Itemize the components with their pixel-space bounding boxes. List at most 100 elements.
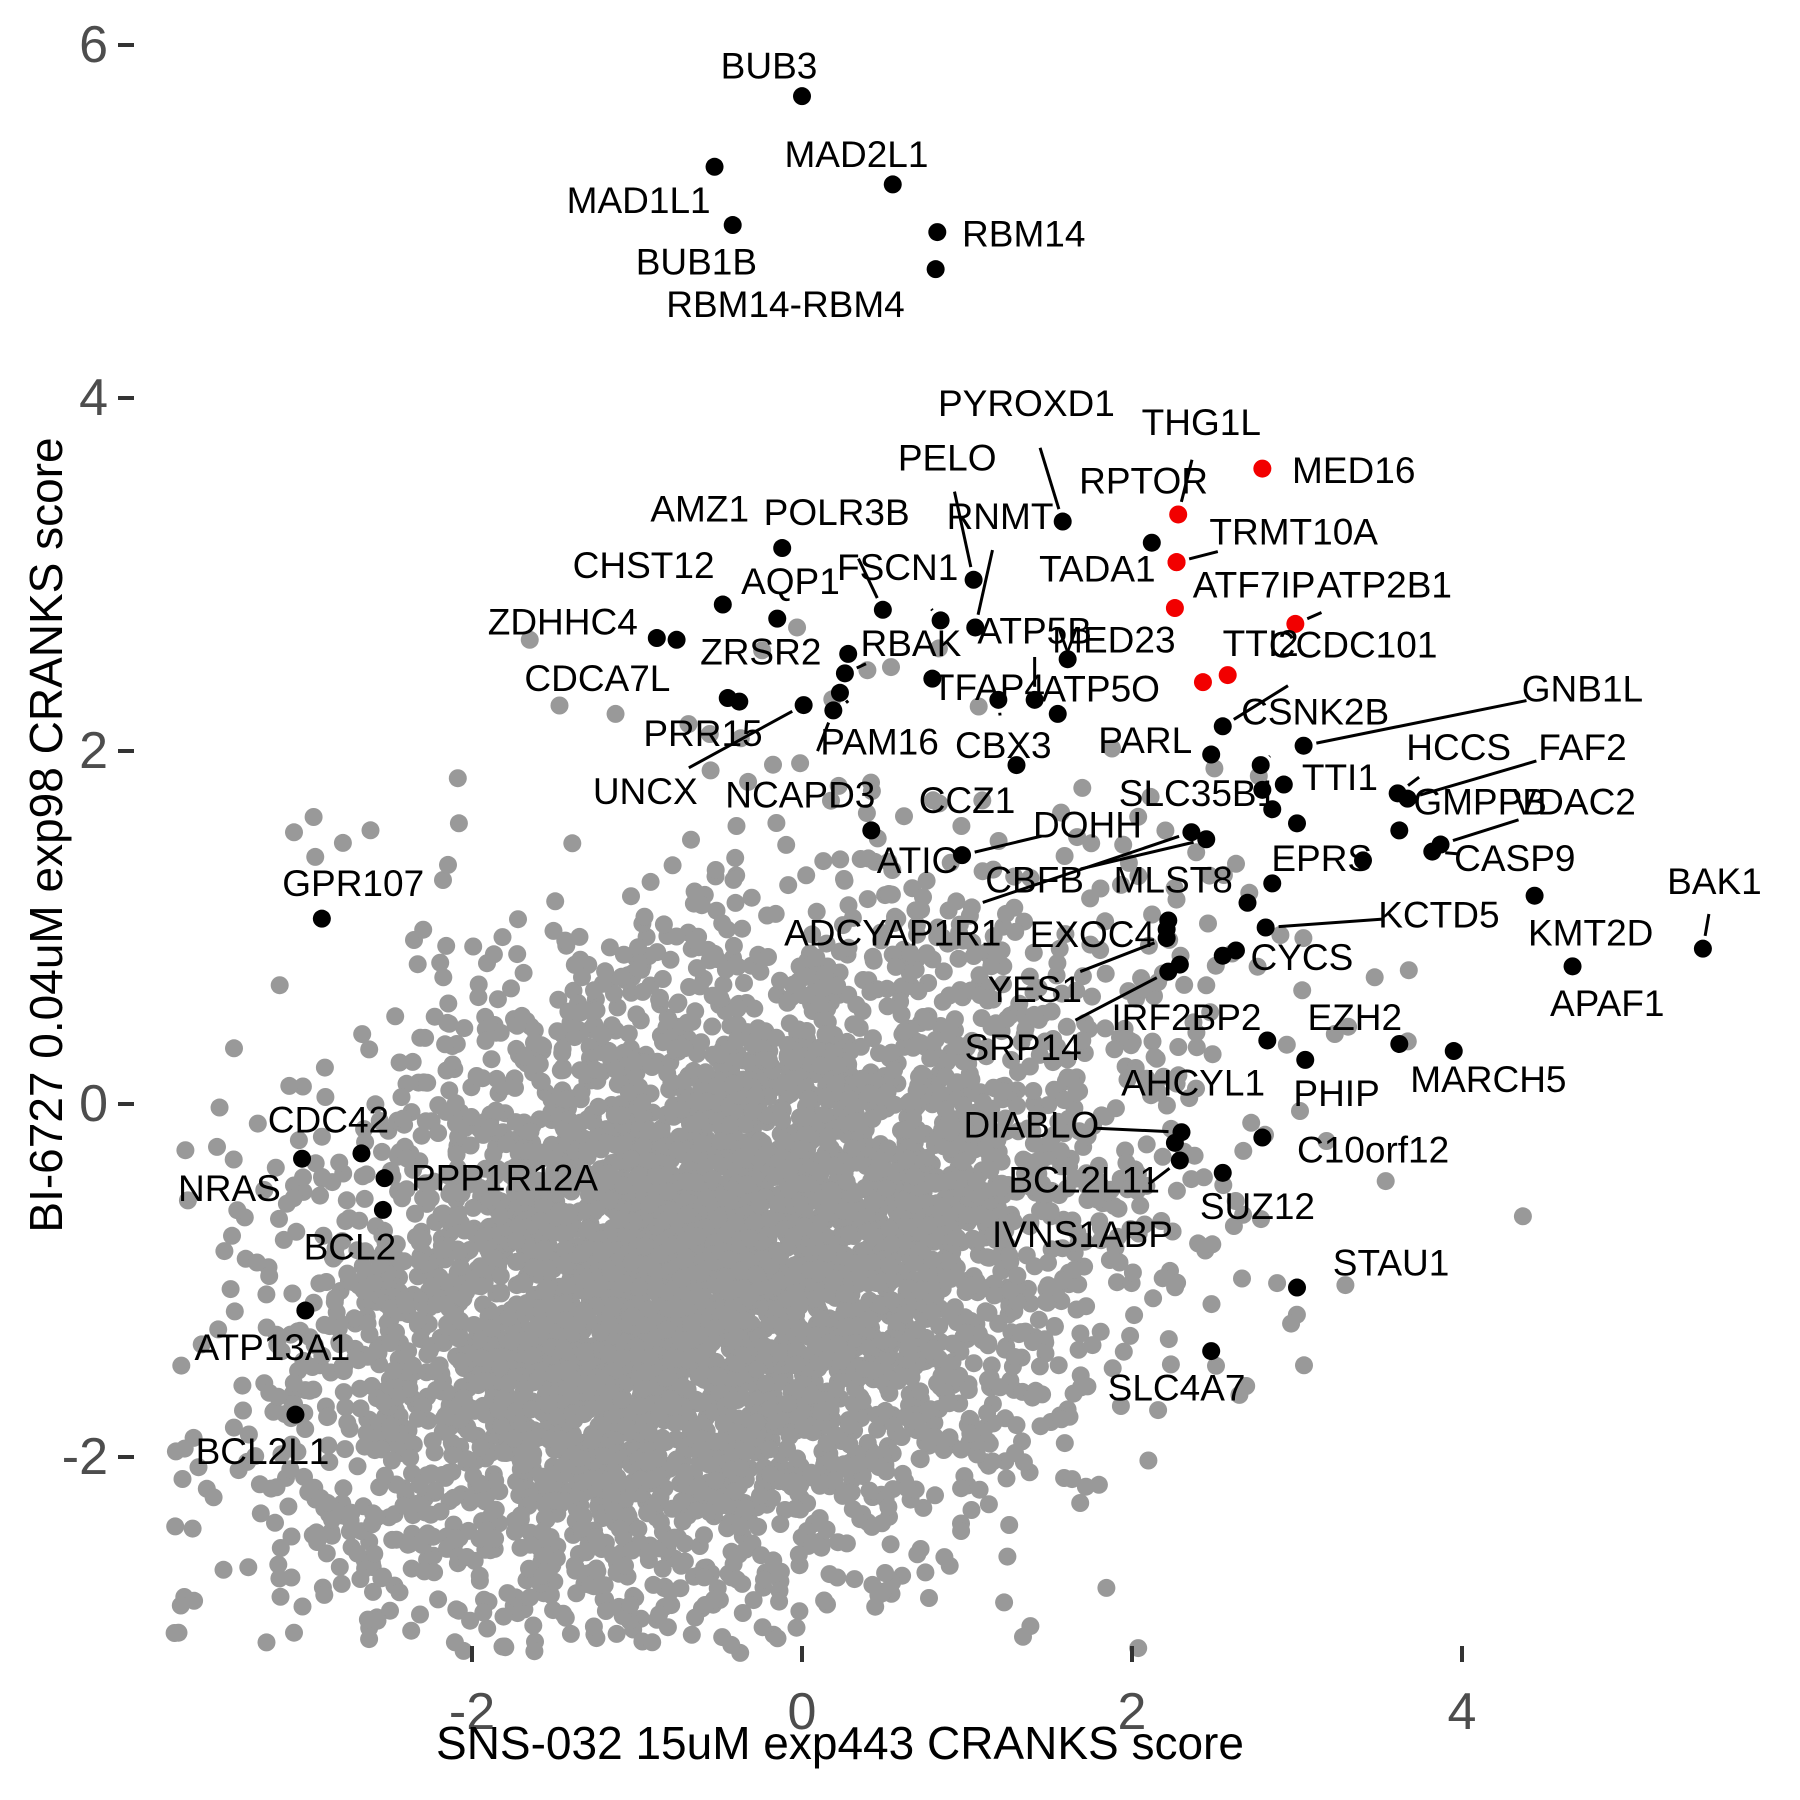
background-point: [1057, 1017, 1076, 1036]
background-point: [306, 1154, 325, 1173]
background-point: [469, 988, 488, 1007]
background-point: [481, 1118, 500, 1137]
background-point: [1006, 922, 1025, 941]
background-point: [787, 1355, 806, 1374]
background-point: [326, 1289, 345, 1308]
background-point: [753, 641, 772, 660]
background-point: [643, 1633, 662, 1652]
background-point: [248, 1114, 267, 1133]
background-point: [899, 1218, 918, 1237]
background-point: [926, 1486, 944, 1505]
background-point: [1197, 976, 1216, 995]
background-point: [997, 1469, 1016, 1488]
background-point: [368, 1611, 387, 1630]
background-point: [671, 1579, 690, 1598]
background-point: [260, 1267, 279, 1285]
background-point: [682, 830, 700, 849]
background-point: [910, 1449, 929, 1468]
background-point: [491, 1267, 510, 1285]
background-point: [602, 1483, 621, 1502]
background-point: [478, 1619, 497, 1638]
background-point: [351, 1399, 370, 1418]
background-point: [319, 1407, 338, 1426]
background-point: [536, 1475, 555, 1494]
background-point: [786, 1499, 805, 1518]
background-point: [1203, 1235, 1222, 1254]
background-point: [1207, 1356, 1225, 1375]
background-point: [1007, 1416, 1026, 1435]
background-point: [654, 1033, 672, 1052]
background-point: [169, 1623, 188, 1642]
background-point: [583, 1373, 602, 1392]
background-point: [947, 1369, 965, 1388]
background-point: [825, 1471, 844, 1490]
background-point: [284, 1374, 303, 1392]
background-point: [845, 1455, 864, 1474]
background-point: [917, 871, 936, 890]
background-point: [498, 1374, 517, 1393]
background-point: [607, 1624, 626, 1643]
background-point: [402, 1621, 421, 1640]
background-point: [588, 1562, 607, 1581]
background-point: [851, 850, 870, 868]
background-point: [283, 1284, 302, 1303]
background-point: [1114, 835, 1133, 854]
background-point: [493, 928, 512, 947]
background-point: [864, 951, 883, 970]
background-point: [431, 1502, 450, 1521]
background-point: [619, 1083, 638, 1102]
background-point: [439, 855, 457, 874]
background-point: [229, 1461, 248, 1480]
background-point: [921, 1400, 940, 1419]
background-point: [882, 658, 900, 677]
background-point: [1182, 1170, 1201, 1189]
background-point: [1051, 1142, 1070, 1161]
background-point: [751, 962, 770, 981]
background-point: [653, 970, 672, 988]
background-point: [764, 755, 782, 774]
background-point: [802, 1463, 821, 1482]
background-point: [514, 963, 533, 982]
background-point: [584, 1617, 603, 1636]
background-point: [967, 1445, 986, 1464]
background-point: [544, 921, 563, 940]
background-point: [570, 1449, 589, 1467]
background-point: [395, 1252, 414, 1271]
background-point: [575, 1405, 594, 1424]
background-point: [1233, 1269, 1251, 1288]
background-point: [970, 966, 989, 985]
background-point: [355, 1189, 374, 1208]
background-point: [749, 1517, 768, 1536]
background-point: [945, 1010, 964, 1029]
background-point: [445, 1633, 464, 1652]
background-point: [834, 916, 852, 935]
background-point: [505, 1429, 523, 1448]
background-point: [1021, 1213, 1040, 1232]
background-point: [748, 1360, 766, 1379]
background-point: [745, 999, 764, 1018]
background-point: [1002, 1051, 1021, 1069]
background-point: [961, 1411, 980, 1430]
background-point: [1325, 1025, 1344, 1043]
background-point: [667, 927, 686, 946]
background-point: [676, 1248, 695, 1267]
background-point: [962, 1070, 981, 1089]
background-point: [641, 872, 660, 891]
background-point: [873, 1331, 892, 1350]
background-point: [983, 1452, 1002, 1471]
background-point: [1052, 803, 1071, 822]
background-point: [862, 1517, 881, 1536]
background-point: [223, 1226, 241, 1245]
background-point: [1200, 866, 1219, 885]
background-point: [858, 890, 877, 909]
background-point: [361, 821, 380, 840]
background-point: [862, 782, 881, 801]
background-point: [1023, 1388, 1042, 1407]
background-point: [1014, 1453, 1033, 1472]
background-point: [538, 1278, 557, 1297]
background-point: [707, 1352, 726, 1371]
background-point: [1121, 1326, 1140, 1345]
background-point: [1157, 1096, 1176, 1115]
background-point: [869, 1586, 888, 1605]
background-point: [760, 1400, 779, 1419]
